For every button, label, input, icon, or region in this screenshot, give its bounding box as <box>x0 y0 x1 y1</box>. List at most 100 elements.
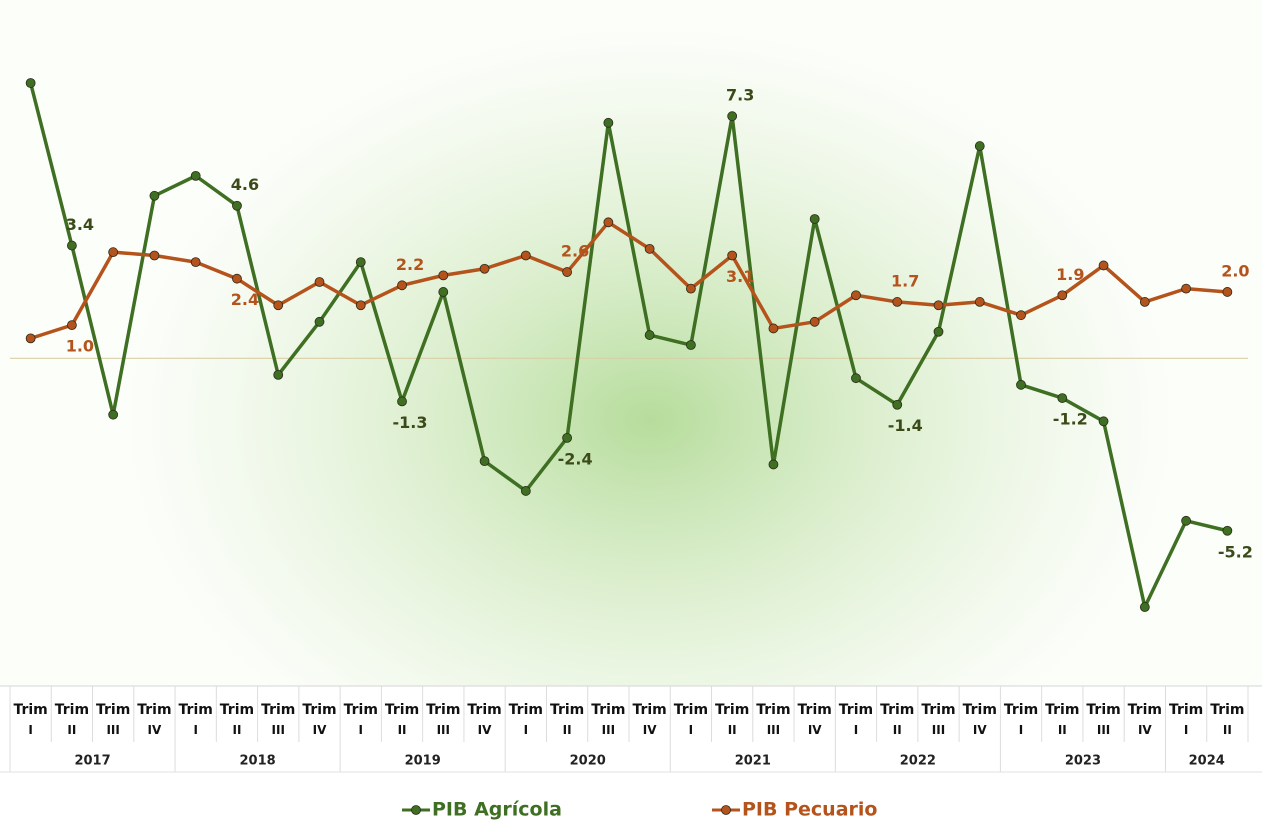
x-tick-label: Trim II <box>385 702 419 737</box>
data-label: 7.3 <box>726 86 754 105</box>
data-point <box>1016 379 1026 390</box>
data-point <box>232 273 242 284</box>
data-point <box>768 323 779 334</box>
x-tick-label: Trim I <box>839 702 873 737</box>
x-tick-label: Trim I <box>13 702 47 737</box>
x-tick-label: Trim II <box>1210 702 1244 737</box>
data-point <box>809 214 820 224</box>
data-point <box>974 141 985 151</box>
year-label: 2018 <box>240 754 276 769</box>
data-point <box>1181 283 1191 294</box>
x-tick-label: Trim II <box>550 702 584 737</box>
data-point <box>438 287 449 297</box>
data-point <box>273 369 284 380</box>
x-tick-label: Trim I <box>674 702 708 737</box>
data-label: 2.4 <box>231 290 259 309</box>
data-point <box>686 283 696 294</box>
data-point <box>1139 297 1150 307</box>
data-point <box>149 190 160 201</box>
plot-background <box>0 0 1262 686</box>
x-tick-label: Trim IV <box>798 702 832 737</box>
x-tick-label: Trim IV <box>467 702 501 737</box>
data-point <box>768 459 779 470</box>
x-tick-label: Trim II <box>55 702 89 737</box>
data-point <box>438 270 449 281</box>
data-label: 4.6 <box>231 175 259 194</box>
data-point <box>67 240 77 251</box>
data-point <box>314 277 325 287</box>
data-point <box>562 432 572 443</box>
x-tick-label: Trim III <box>756 702 790 737</box>
x-tick-label: Trim III <box>426 702 460 737</box>
data-point <box>108 409 119 420</box>
data-point <box>520 486 531 496</box>
data-point <box>603 217 614 228</box>
x-tick-label: Trim I <box>509 702 543 737</box>
data-point <box>355 300 366 311</box>
data-point <box>479 263 490 274</box>
data-point <box>933 300 944 311</box>
data-point <box>520 250 531 261</box>
legend-label: PIB Agrícola <box>432 799 562 821</box>
x-tick-label: Trim I <box>179 702 213 737</box>
data-point <box>727 111 738 122</box>
data-point <box>1181 515 1191 526</box>
series-line <box>30 220 1228 341</box>
data-label: 2.0 <box>1221 261 1249 280</box>
year-label: 2024 <box>1189 754 1225 769</box>
data-label: 3.1 <box>726 267 754 286</box>
data-point <box>1098 416 1109 427</box>
x-tick-label: Trim I <box>1169 702 1203 737</box>
data-point <box>314 316 325 327</box>
x-tick-label: Trim IV <box>1128 702 1162 737</box>
year-label: 2017 <box>74 754 110 769</box>
data-point <box>25 333 36 344</box>
data-point <box>644 330 655 340</box>
data-point <box>933 326 944 337</box>
legend-marker <box>721 805 731 815</box>
data-point <box>1222 287 1233 297</box>
data-point <box>67 320 77 331</box>
data-point <box>1016 310 1026 321</box>
legend-marker <box>411 805 421 815</box>
data-point <box>355 257 366 268</box>
x-tick-label: Trim II <box>220 702 254 737</box>
data-point <box>809 316 820 327</box>
data-label: -2.4 <box>558 449 593 468</box>
data-point <box>149 250 160 261</box>
data-point <box>397 396 407 407</box>
data-point <box>190 257 201 268</box>
data-point <box>562 267 572 277</box>
data-point <box>1098 260 1109 271</box>
data-point <box>686 340 696 350</box>
series-line <box>28 82 1228 609</box>
data-point <box>1057 393 1068 403</box>
data-point <box>1139 602 1150 612</box>
data-point <box>851 290 861 301</box>
data-point <box>273 300 284 311</box>
data-label: -1.3 <box>393 413 428 432</box>
data-label: 3.4 <box>66 215 94 234</box>
x-tick-label: Trim IV <box>302 702 336 737</box>
x-tick-label: Trim I <box>344 702 378 737</box>
x-tick-label: Trim II <box>715 702 749 737</box>
data-point <box>397 280 407 291</box>
data-point <box>1057 290 1068 301</box>
data-point <box>851 373 861 384</box>
data-point <box>727 250 738 261</box>
data-point <box>479 456 490 467</box>
data-label: 1.9 <box>1056 265 1084 284</box>
data-label: -1.4 <box>888 416 923 435</box>
x-tick-label: Trim IV <box>632 702 666 737</box>
data-point <box>25 78 36 88</box>
x-tick-label: Trim IV <box>137 702 171 737</box>
x-tick-label: Trim III <box>96 702 130 737</box>
data-point <box>190 170 201 181</box>
data-label: 2.6 <box>561 242 589 261</box>
x-tick-label: Trim I <box>1004 702 1038 737</box>
x-tick-label: Trim II <box>880 702 914 737</box>
data-point <box>1222 525 1233 536</box>
x-tick-label: Trim II <box>1045 702 1079 737</box>
